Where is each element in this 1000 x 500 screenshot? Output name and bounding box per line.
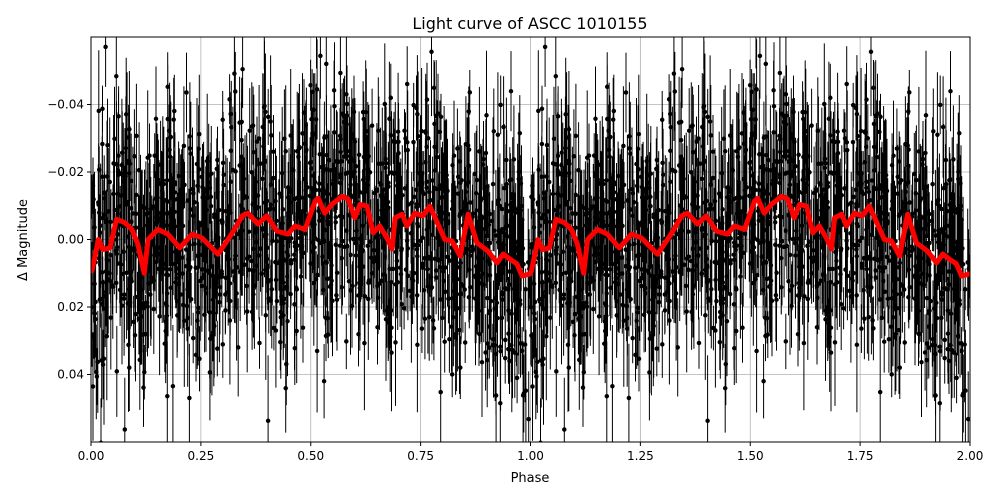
data-points [91,37,970,442]
x-tick-label: 1.50 [737,449,764,463]
x-tick-label: 0.25 [188,449,215,463]
x-tick-label: 0.50 [297,449,324,463]
x-tick-label: 1.25 [627,449,654,463]
x-tick-label: 2.00 [957,449,984,463]
x-tick-label: 0.75 [407,449,434,463]
y-tick-label: 0.00 [57,233,84,247]
x-axis-label: Phase [511,471,550,486]
y-tick-label: 0.02 [57,300,84,314]
y-tick-label: −0.04 [47,98,84,112]
x-tick-label: 1.00 [517,449,544,463]
y-axis-label: Δ Magnitude [16,199,31,281]
x-tick-label: 0.00 [78,449,105,463]
y-tick-label: −0.02 [47,165,84,179]
y-axis-ticks: −0.04 −0.02 0.00 0.02 0.04 [47,98,91,382]
x-axis-ticks: 0.00 0.25 0.50 0.75 1.00 1.25 1.50 1.75 2.00 [78,442,984,463]
model-curve [91,193,970,279]
y-tick-label: 0.04 [57,368,84,382]
data-point-markers [91,44,970,442]
chart-title: Light curve of ASCC 1010155 [412,14,647,33]
x-tick-label: 1.75 [847,449,874,463]
model-line [91,193,970,279]
